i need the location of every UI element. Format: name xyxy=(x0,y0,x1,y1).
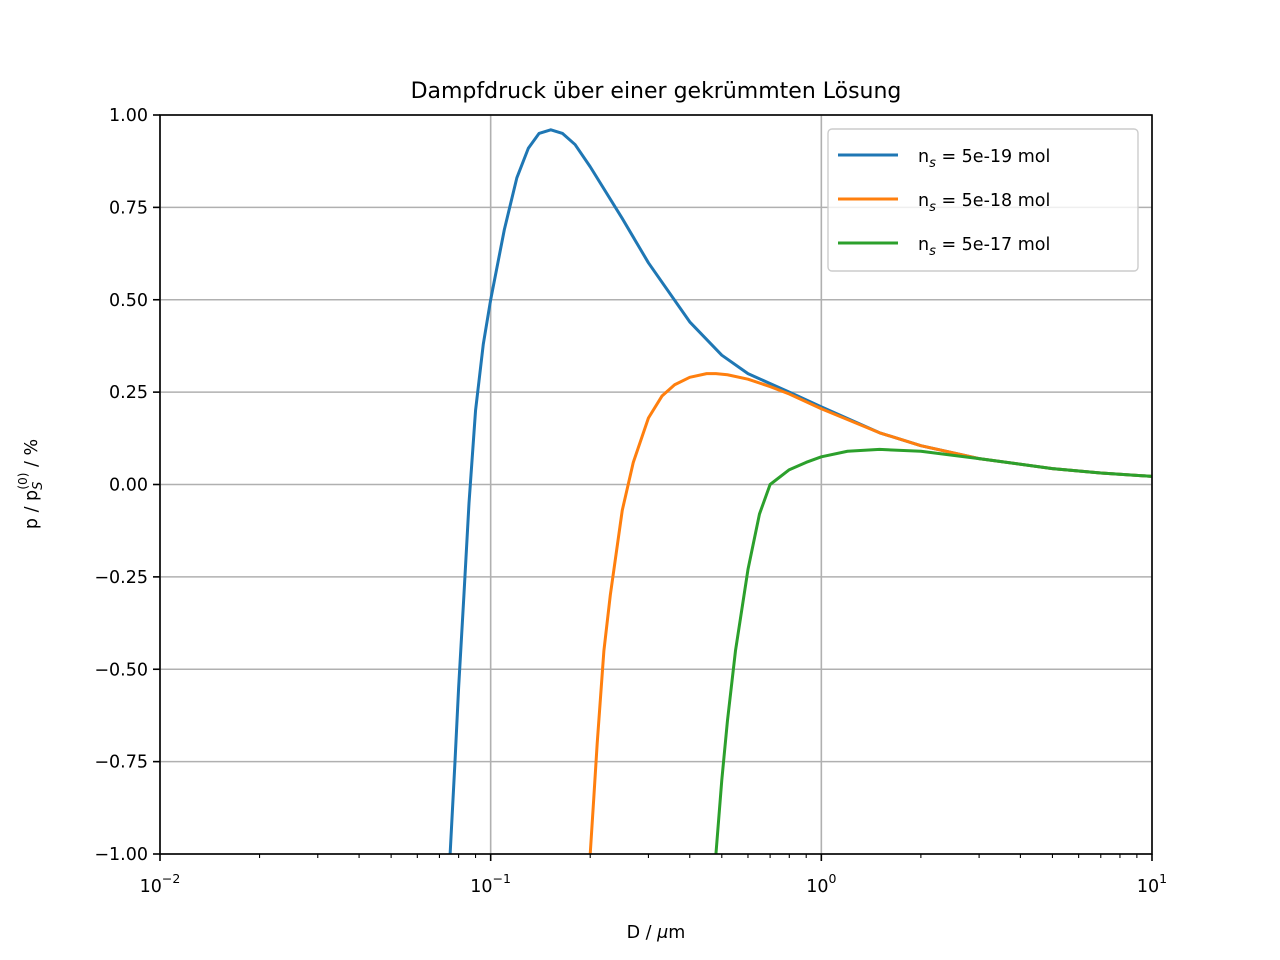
y-tick-label: 0.50 xyxy=(109,291,148,311)
x-tick-exponent: 0 xyxy=(828,871,836,886)
x-tick-base: 10 xyxy=(470,877,492,897)
x-tick-base: 10 xyxy=(806,877,828,897)
legend-label-subscript: s xyxy=(929,200,936,215)
x-tick-base: 10 xyxy=(1137,877,1159,897)
legend-label-3: ns = 5e-17 mol xyxy=(918,235,1050,259)
y-axis-label-sub: S xyxy=(31,482,46,490)
y-tick-label: −0.75 xyxy=(94,753,148,773)
x-tick-exponent: 1 xyxy=(1159,871,1167,886)
y-axis-label: p / pS(0) / % xyxy=(16,439,46,529)
y-axis: 1.00 0.75 0.50 0.25 0.00 −0.25 −0.50 −0.75 −1.00 xyxy=(94,106,160,865)
x-axis-label-mu: μ xyxy=(656,923,668,943)
x-tick-label: 101 xyxy=(1137,871,1167,897)
x-axis-label: D / μm xyxy=(627,923,686,943)
y-tick-label: 1.00 xyxy=(109,106,148,126)
legend-label-prefix: n xyxy=(918,191,929,211)
legend-label-subscript: s xyxy=(929,156,936,171)
x-tick-base: 10 xyxy=(140,877,162,897)
legend-label-suffix: = 5e-19 mol xyxy=(936,147,1050,167)
x-tick-label: 10−2 xyxy=(140,871,181,897)
legend-label-1: ns = 5e-19 mol xyxy=(918,147,1050,171)
legend-label-2: ns = 5e-18 mol xyxy=(918,191,1050,215)
y-tick-label: 0.75 xyxy=(109,198,148,218)
legend-label-prefix: n xyxy=(918,235,929,255)
x-tick-exponent: −2 xyxy=(162,871,180,886)
y-tick-label: 0.25 xyxy=(109,383,148,403)
legend-frame xyxy=(827,128,1139,272)
legend-label-prefix: n xyxy=(918,147,929,167)
plot-area xyxy=(448,128,1153,855)
y-tick-label: −0.50 xyxy=(94,660,148,680)
series-line-2 xyxy=(588,372,1153,855)
series-line-3 xyxy=(714,447,1153,855)
y-axis-label-p: p / p xyxy=(22,490,42,529)
legend-label-suffix: = 5e-18 mol xyxy=(936,191,1050,211)
x-axis: 10−2 10−1 100 101 xyxy=(140,854,1167,897)
y-tick-label: −0.25 xyxy=(94,568,148,588)
y-tick-label: 0.00 xyxy=(109,476,148,496)
chart-title: Dampfdruck über einer gekrümmten Lösung xyxy=(411,79,902,104)
x-tick-label: 10−1 xyxy=(470,871,511,897)
legend-label-suffix: = 5e-17 mol xyxy=(936,235,1050,255)
legend-label-subscript: s xyxy=(929,244,936,259)
x-axis-label-unit: m xyxy=(668,923,685,943)
x-axis-label-text: D / xyxy=(627,923,658,943)
y-axis-label-sup: (0) xyxy=(16,473,30,490)
y-axis-label-unit: / % xyxy=(22,439,42,473)
x-tick-label: 100 xyxy=(806,871,836,897)
x-tick-exponent: −1 xyxy=(493,871,511,886)
y-tick-label: −1.00 xyxy=(94,845,148,865)
